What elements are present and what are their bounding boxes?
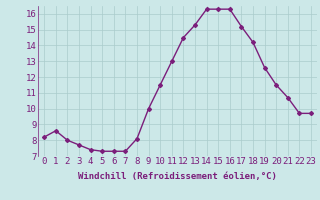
X-axis label: Windchill (Refroidissement éolien,°C): Windchill (Refroidissement éolien,°C)	[78, 172, 277, 181]
